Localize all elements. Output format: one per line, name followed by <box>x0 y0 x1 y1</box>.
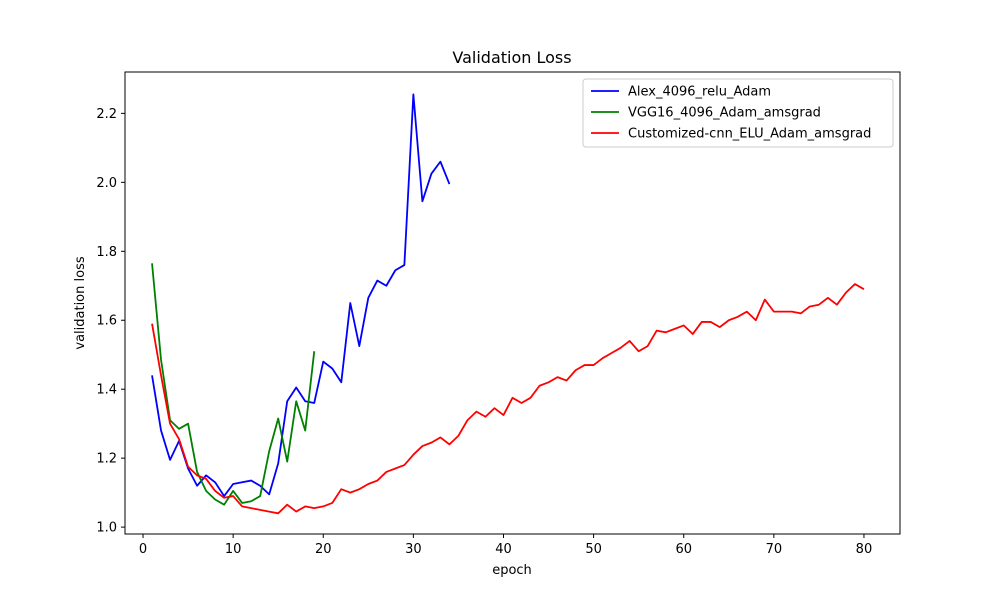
series-line-3 <box>151 283 865 515</box>
x-tick-label: 20 <box>315 542 332 557</box>
y-axis-label: validation loss <box>73 256 88 349</box>
x-tick-label: 60 <box>675 542 692 557</box>
y-tick-label: 2.0 <box>96 176 117 191</box>
x-tick-label: 70 <box>766 542 783 557</box>
plot-frame <box>124 71 901 535</box>
y-tick-label: 1.2 <box>96 452 117 467</box>
y-tick-label: 1.4 <box>96 383 117 398</box>
series-line-2 <box>151 263 316 506</box>
x-tick-label: 50 <box>585 542 602 557</box>
y-tick-label: 1.6 <box>96 314 117 329</box>
legend: Alex_4096_relu_Adam VGG16_4096_Adam_amsgr… <box>582 78 894 148</box>
legend-label-1: Alex_4096_relu_Adam <box>628 85 771 100</box>
legend-label-2: VGG16_4096_Adam_amsgrad <box>628 106 821 121</box>
legend-label-3: Customized-cnn_ELU_Adam_amsgrad <box>628 127 871 142</box>
x-tick-label: 40 <box>495 542 512 557</box>
x-tick-label: 10 <box>225 542 242 557</box>
y-tick-label: 2.2 <box>96 107 117 122</box>
x-axis-label: epoch <box>492 563 532 578</box>
axis-ticks: 0 10 20 30 40 50 60 70 80 1.0 1.2 1.4 1.6 1.8 2.0 2.2 <box>96 107 872 557</box>
x-tick-label: 30 <box>405 542 422 557</box>
chart-title: Validation Loss <box>452 48 571 67</box>
plot-area <box>151 93 865 515</box>
y-tick-label: 1.0 <box>96 521 117 536</box>
y-tick-label: 1.8 <box>96 245 117 260</box>
x-tick-label: 0 <box>139 542 147 557</box>
legend-box <box>582 78 894 148</box>
x-tick-label: 80 <box>856 542 873 557</box>
